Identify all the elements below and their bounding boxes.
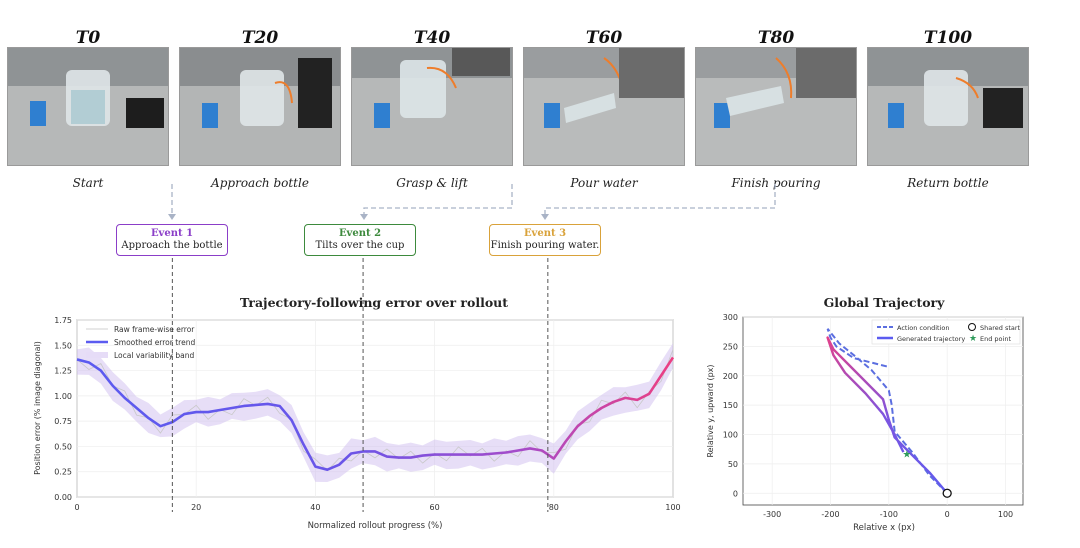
frame-image-t100	[867, 47, 1029, 166]
xtick-label-20: 20	[191, 503, 201, 512]
variability-band-area	[77, 343, 673, 483]
frame-caption-t0: Start	[72, 176, 104, 190]
xtick-label-0: 0	[945, 510, 950, 519]
ytick-label-300: 300	[723, 313, 738, 322]
frame-caption-t40: Grasp & lift	[396, 176, 468, 190]
event-connectors	[171, 184, 776, 217]
arrowhead-event-3	[541, 214, 549, 220]
xtick-label-60: 60	[430, 503, 440, 512]
frame-caption-t80: Finish pouring	[731, 176, 821, 190]
legend-end-swatch: ★	[969, 334, 977, 344]
ytick-label-1.00: 1.00	[54, 392, 72, 401]
legend-band-label: Local variability band	[114, 351, 195, 360]
frame-title-t0: T0	[75, 28, 101, 48]
frame-caption-t100: Return bottle	[907, 176, 989, 190]
error-chart-legend: Raw frame-wise error Smoothed error tren…	[86, 325, 195, 360]
frame-title-t20: T20	[241, 28, 279, 48]
xtick-label-80: 80	[549, 503, 559, 512]
xtick-label-100: 100	[998, 510, 1013, 519]
error-chart-title: Trajectory-following error over rollout	[240, 295, 508, 310]
legend-band-swatch	[86, 352, 108, 358]
frame-caption-t20: Approach bottle	[211, 176, 309, 190]
frame-title-t60: T60	[585, 28, 623, 48]
event-2-title: Event 2	[338, 228, 382, 239]
frame-image-t80	[695, 47, 857, 166]
frame-title-t100: T100	[923, 28, 973, 48]
generated-trajectory-polyline	[826, 336, 949, 495]
global-trajectory-ticks: -300 -200 -100 0 100 0 50 100 150 200 250 300	[723, 313, 1013, 519]
ytick-label-0.50: 0.50	[54, 442, 72, 451]
xtick-label--200: -200	[821, 510, 839, 519]
frame-image-t20	[179, 47, 341, 166]
legend-smooth-label: Smoothed error trend	[114, 338, 195, 347]
legend-generated-label: Generated trajectory	[897, 335, 965, 343]
event-3-text: Finish pouring water.	[490, 240, 600, 251]
xtick-label--100: -100	[880, 510, 898, 519]
ytick-label-0: 0	[733, 489, 738, 498]
legend-start-label: Shared start	[980, 324, 1021, 332]
event-1-title: Event 1	[150, 228, 194, 239]
legend-end-label: End point	[980, 335, 1011, 343]
event-2-text: Tilts over the cup	[315, 240, 405, 251]
global-trajectory-lines: ★	[826, 328, 952, 498]
frame-title-t40: T40	[413, 28, 451, 48]
global-trajectory-legend: Action condition Shared start Generated …	[871, 319, 1021, 345]
legend-box	[871, 319, 1021, 345]
error-chart-xlabel: Normalized rollout progress (%)	[308, 521, 443, 531]
frame-title-t80: T80	[757, 28, 795, 48]
global-trajectory-chart: Global Trajectory ★ -300 -200 -100 0 100 0 50 1…	[706, 295, 1024, 533]
smoothed-error-polyline	[76, 356, 675, 471]
frame-image-t40	[351, 47, 513, 166]
ytick-label-1.75: 1.75	[54, 316, 72, 325]
global-trajectory-xlabel: Relative x (px)	[853, 523, 915, 533]
xtick-label-0: 0	[74, 503, 79, 512]
arrowhead-event-1	[168, 214, 176, 220]
event-box-1: Event 1 Approach the bottle	[116, 224, 228, 256]
ytick-label-1.25: 1.25	[54, 367, 72, 376]
error-chart-ylabel: Position error (% image diagonal)	[33, 341, 42, 475]
ytick-label-200: 200	[723, 372, 738, 381]
global-trajectory-title: Global Trajectory	[824, 295, 946, 310]
event-box-3: Event 3 Finish pouring water.	[489, 224, 601, 256]
end-point-marker: ★	[902, 449, 911, 460]
ytick-label-0.00: 0.00	[54, 493, 72, 502]
connector-event-2	[363, 184, 513, 217]
arrowhead-event-2	[360, 214, 368, 220]
event-3-title: Event 3	[523, 228, 567, 239]
xtick-label-100: 100	[665, 503, 680, 512]
event-lines	[171, 258, 549, 512]
connector-event-3	[544, 184, 776, 217]
legend-start-swatch	[968, 323, 976, 331]
smoothed-error-line	[76, 356, 675, 471]
ytick-label-250: 250	[723, 342, 738, 351]
frame-image-t0	[7, 47, 169, 166]
legend-raw-label: Raw frame-wise error	[114, 325, 195, 334]
event-box-2: Event 2 Tilts over the cup	[304, 224, 416, 256]
frame-image-t60	[523, 47, 685, 166]
event-1-text: Approach the bottle	[121, 240, 223, 251]
global-trajectory-grid	[743, 316, 1023, 505]
ytick-label-0.25: 0.25	[54, 468, 72, 477]
error-chart-ticks: 0 20 40 60 80 100 0.00 0.25 0.50 0.75 1.00 1.25 1.50…	[54, 316, 680, 512]
legend-action-label: Action condition	[897, 324, 949, 332]
variability-band	[77, 343, 673, 483]
action-condition-polyline	[826, 328, 948, 494]
ytick-label-0.75: 0.75	[54, 417, 72, 426]
xtick-label--300: -300	[763, 510, 781, 519]
global-trajectory-ylabel: Relative y, upward (px)	[706, 364, 715, 457]
ytick-label-100: 100	[723, 431, 738, 440]
connector-arrowheads	[168, 214, 549, 220]
global-trajectory-plot-area	[742, 316, 1024, 506]
xtick-label-40: 40	[310, 503, 320, 512]
ytick-label-50: 50	[728, 460, 738, 469]
ytick-label-150: 150	[723, 401, 738, 410]
shared-start-marker	[942, 488, 952, 498]
frame-caption-t60: Pour water	[570, 176, 638, 190]
error-chart: Trajectory-following error over rollout …	[33, 258, 681, 531]
error-chart-grid	[76, 319, 674, 498]
ytick-label-1.50: 1.50	[54, 341, 72, 350]
